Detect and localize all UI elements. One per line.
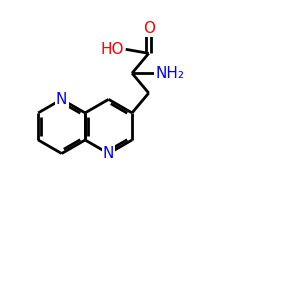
Text: HO: HO [101,42,124,57]
Text: NH₂: NH₂ [155,66,184,81]
Text: N: N [103,146,114,161]
Text: O: O [143,21,155,36]
Text: N: N [56,92,68,107]
